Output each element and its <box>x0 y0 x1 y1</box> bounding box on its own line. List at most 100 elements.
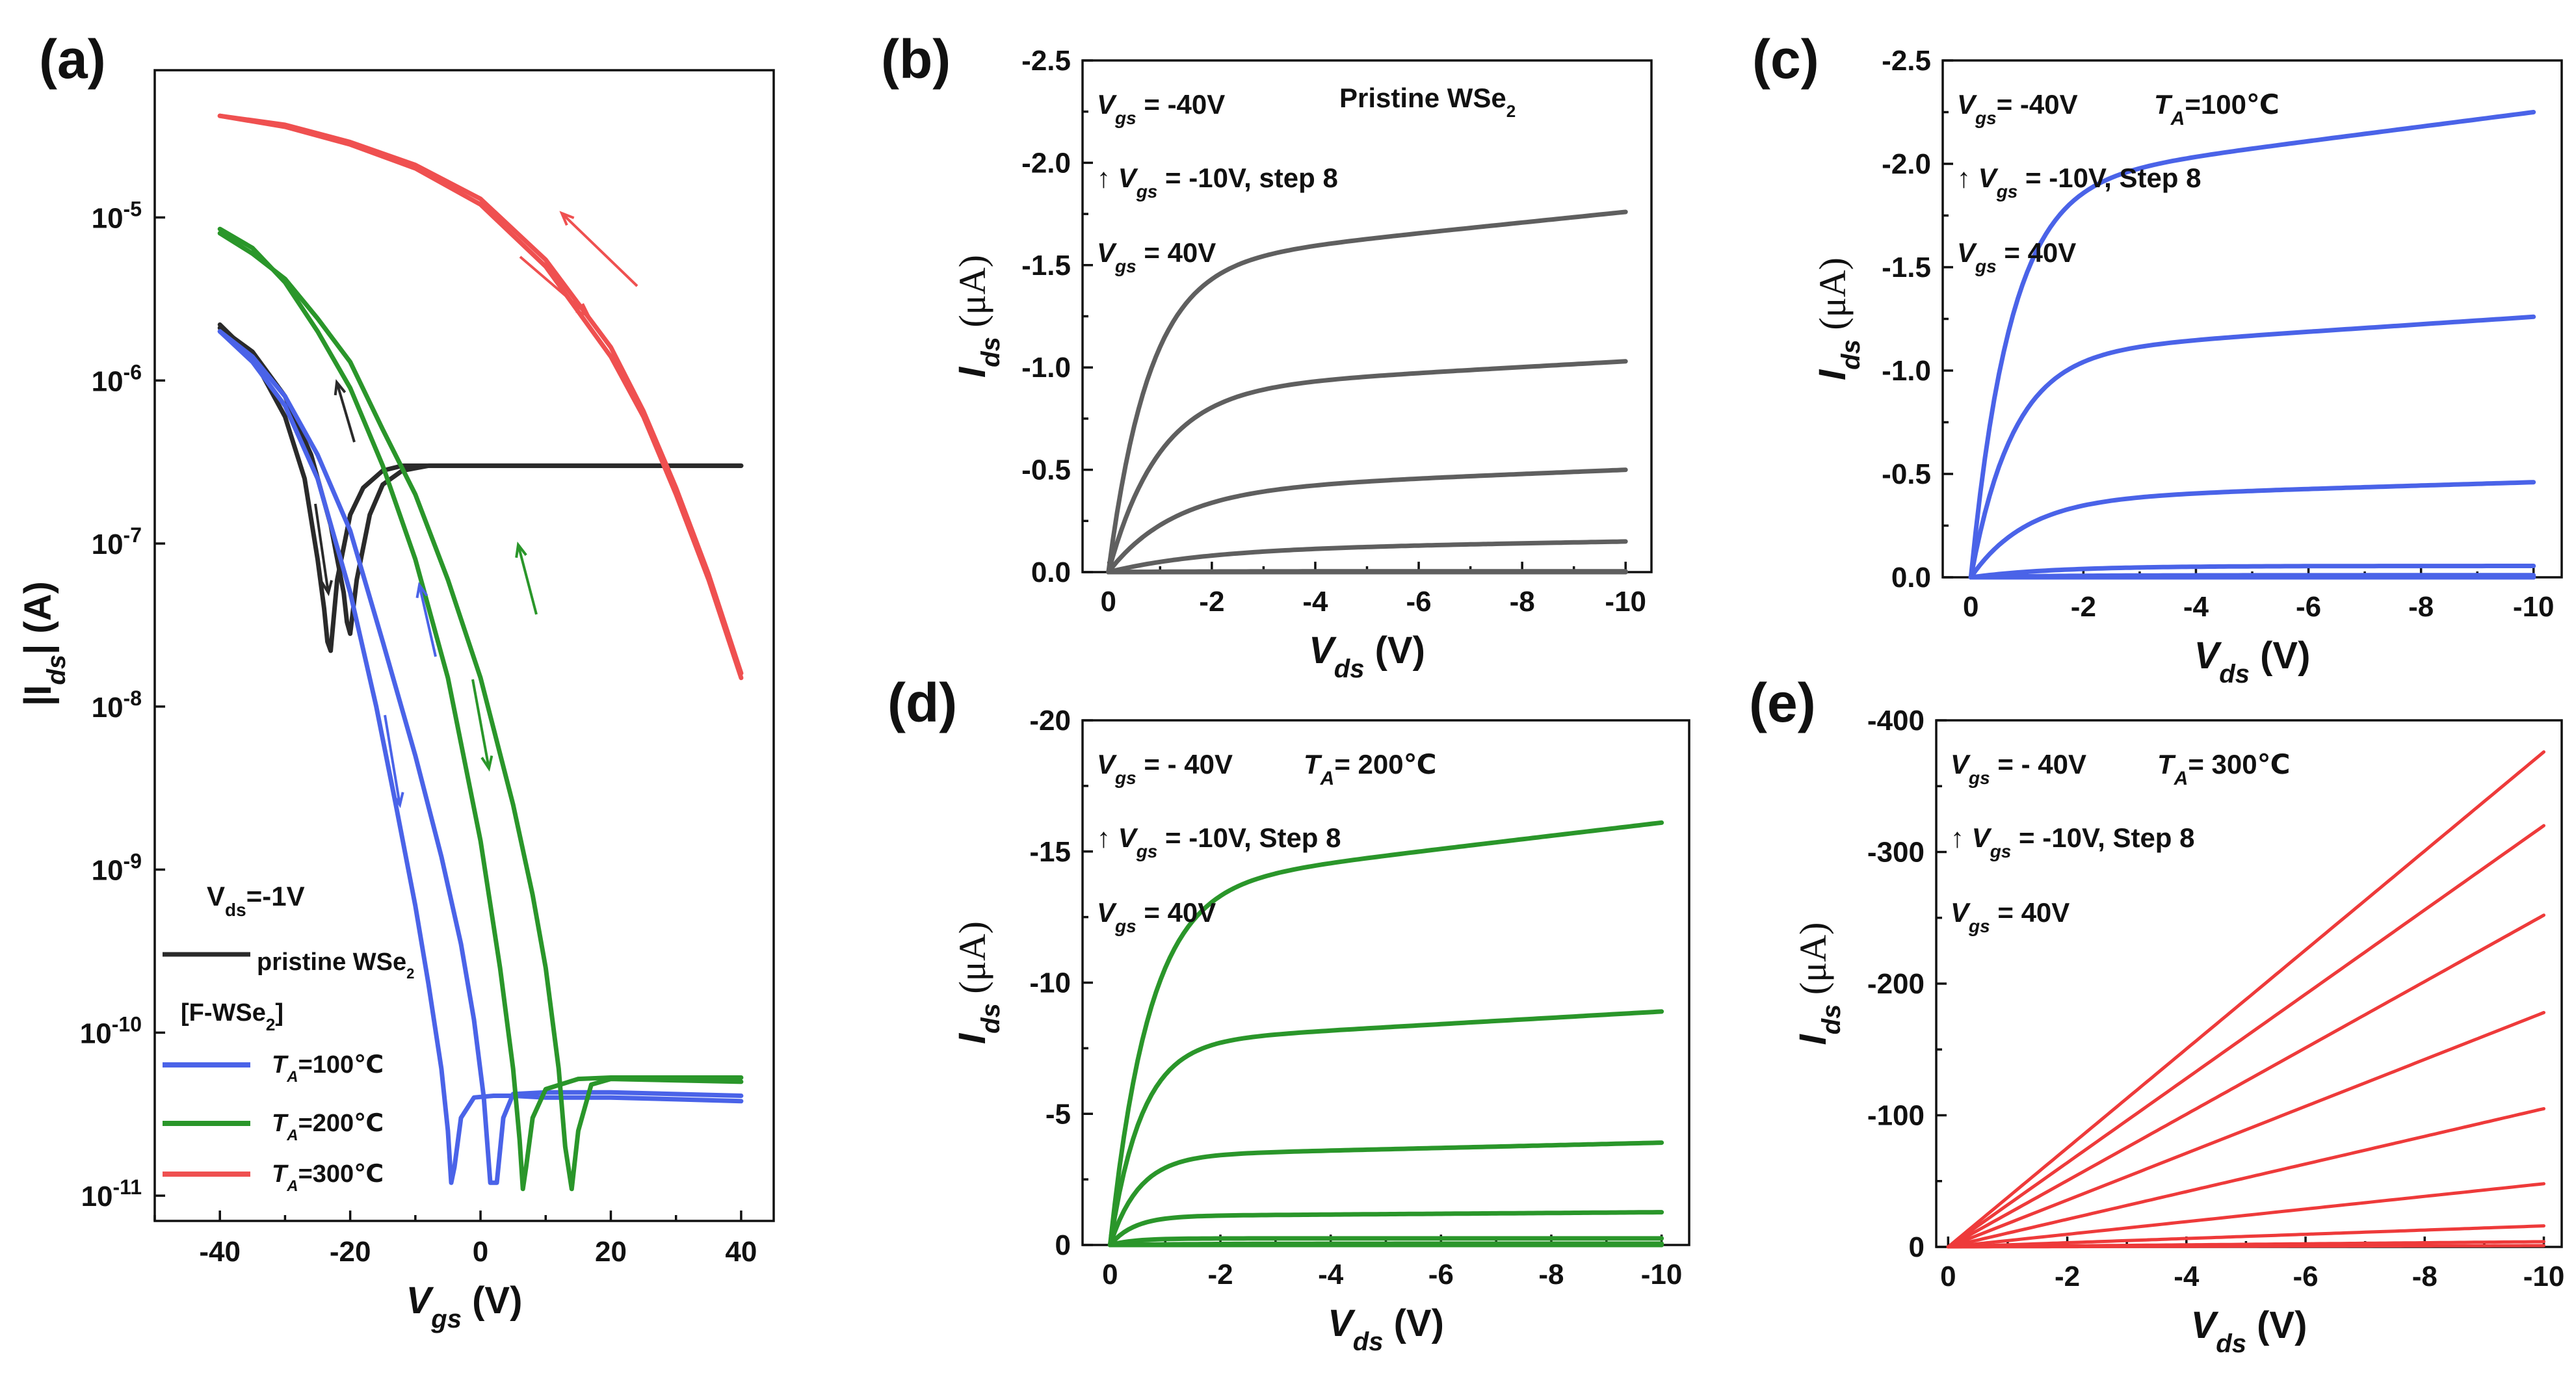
axis-i: |I <box>17 685 59 706</box>
vgs-rest: = - 40V <box>1137 749 1233 779</box>
up-arrow: ↑ <box>1097 163 1111 193</box>
sweep-arrow-blue-down <box>384 714 401 805</box>
panel-c: 0 -2 -4 -6 -8 -100.0-0.5-1.0-1.5-2.0-2.5Vgs= … <box>1752 29 2563 688</box>
fwse2-label: [F-WSe2] <box>181 999 283 1034</box>
vgs-v: V <box>1097 897 1117 928</box>
series-line-2 <box>1946 913 2545 1249</box>
y-tick-label: 10-8 <box>92 687 142 724</box>
plot-frame <box>153 69 775 1222</box>
legend-rest: =300℃ <box>298 1160 384 1188</box>
y-tick-label: 0 <box>1055 1229 1071 1261</box>
y-tick-label: 0 <box>1909 1231 1925 1263</box>
series-line-2 <box>1968 480 2536 580</box>
vgs-v: V <box>1951 749 1971 779</box>
y-tick-label: -1.0 <box>1882 355 1931 387</box>
vgs-v: V <box>1978 163 1999 193</box>
y-tick-label: -10 <box>1029 967 1071 999</box>
axis-unit: (μA) <box>1792 923 1834 1004</box>
x-tick-label: -4 <box>2174 1261 2200 1292</box>
tick-base: 10 <box>92 692 124 724</box>
sweep-arrow-green-up <box>517 544 538 615</box>
tick-exponent: -5 <box>124 197 142 220</box>
vgs-v: V <box>1097 749 1117 779</box>
x-tick-label: -8 <box>1510 586 1535 618</box>
up-arrow: ↑ <box>1951 822 1964 853</box>
axis-i: I <box>1811 369 1854 380</box>
tick-exponent: -7 <box>124 523 142 547</box>
tick-exponent: -10 <box>112 1012 142 1036</box>
y-tick-label: -2.5 <box>1882 45 1931 77</box>
annotation-vgs-step: ↑ Vgs = -10V, step 8 <box>1097 163 1338 202</box>
series-line-5 <box>1946 1182 2545 1249</box>
title-t: T <box>1304 749 1322 779</box>
vgs-sub: gs <box>1114 256 1137 276</box>
y-tick-label: -0.5 <box>1882 458 1931 490</box>
legend-label-t200: TA=200℃ <box>272 1110 384 1144</box>
vgs-v: V <box>1972 822 1992 853</box>
legend-rest: =100℃ <box>298 1051 384 1079</box>
x-tick-label: 40 <box>725 1236 757 1268</box>
sweep-arrow-blue-down-head <box>391 792 404 809</box>
tick-exponent: -11 <box>113 1175 142 1199</box>
vgs-sub: gs <box>1136 841 1158 861</box>
panel-label-c: (c) <box>1752 29 1819 90</box>
axis-sub: ds <box>1334 655 1365 683</box>
series-line-3 <box>1107 1210 1664 1248</box>
axis-sub: ds <box>42 655 71 685</box>
annotation-vgs-min: Vgs = 40V <box>1957 237 2076 276</box>
y-tick-label: 0.0 <box>1031 557 1071 588</box>
x-tick-label: -4 <box>1302 586 1328 618</box>
y-axis-label: |Ids| (A) <box>17 581 71 706</box>
annotation-vgs-min: Vgs = 40V <box>1097 897 1216 936</box>
y-axis-label: Ids (μA) <box>1811 257 1865 380</box>
y-tick-label: -1.5 <box>1021 250 1071 282</box>
series-line-7 <box>217 113 744 676</box>
sweep-arrow-red-down <box>519 255 590 317</box>
y-tick-label: 10-5 <box>92 197 142 234</box>
panel-d: 0 -2 -4 -6 -8 -10 0 -5 -10 -15 -20 Vgs = - 40V ↑ Vgs… <box>887 672 1690 1356</box>
legend-text: pristine WSe <box>257 949 406 976</box>
vgs-rest: = -40V <box>1997 89 2078 120</box>
tick-base: 10 <box>92 855 124 887</box>
y-axis-label: Ids (μA) <box>1792 923 1846 1045</box>
up-arrow: ↑ <box>1957 163 1971 193</box>
vgs-rest: = 40V <box>1137 897 1216 928</box>
tick-base: 10 <box>80 1017 112 1049</box>
panel-label-d: (d) <box>887 672 957 733</box>
y-tick-label: 10-7 <box>92 523 142 560</box>
title-t: T <box>2157 749 2176 779</box>
annotation-vgs-step: ↑ Vgs = -10V, Step 8 <box>1957 163 2201 202</box>
legend-sub: 2 <box>406 965 414 982</box>
axis-unit: (V) <box>2246 1304 2307 1346</box>
x-tick-label: -6 <box>1406 586 1431 618</box>
sweep-arrow-green-down-head <box>480 755 493 772</box>
vgs-sub: gs <box>1136 181 1158 202</box>
x-tick-label: -10 <box>1641 1259 1683 1290</box>
x-tick-label: -8 <box>1538 1259 1564 1290</box>
series-line-4 <box>217 226 744 1192</box>
series-line-1 <box>1107 1009 1664 1248</box>
y-tick-label: -200 <box>1867 968 1925 1000</box>
y-tick-label: 10-9 <box>92 850 142 887</box>
series-line-1 <box>1968 314 2536 580</box>
title-t: T <box>2154 89 2173 120</box>
x-axis-label: Vgs (V) <box>406 1279 523 1333</box>
y-tick-label: -2.5 <box>1021 45 1071 77</box>
vgs-v: V <box>1957 237 1977 268</box>
x-tick-label: 0 <box>1963 591 1978 623</box>
series-line-6 <box>1946 1224 2545 1249</box>
legend-sub: A <box>286 1068 298 1086</box>
panel-title: Pristine WSe2 <box>1339 83 1516 121</box>
axis-i: I <box>1792 1033 1834 1045</box>
panel-a: -40 -20 0 20 4010-1110-1010-910-810-710-610-… <box>17 29 775 1333</box>
vgs-rest: = -10V, Step 8 <box>2011 822 2194 853</box>
panel-title: TA= 200℃ <box>1304 749 1436 789</box>
series-line-1 <box>1946 824 2545 1249</box>
vgs-rest: = -10V, Step 8 <box>2017 163 2201 193</box>
series-line-0 <box>217 322 744 653</box>
sweep-arrow-red-down-head <box>575 303 591 318</box>
y-tick-label: 10-6 <box>92 360 142 397</box>
axis-v: V <box>406 1279 434 1322</box>
vgs-rest: = 40V <box>1137 237 1216 268</box>
